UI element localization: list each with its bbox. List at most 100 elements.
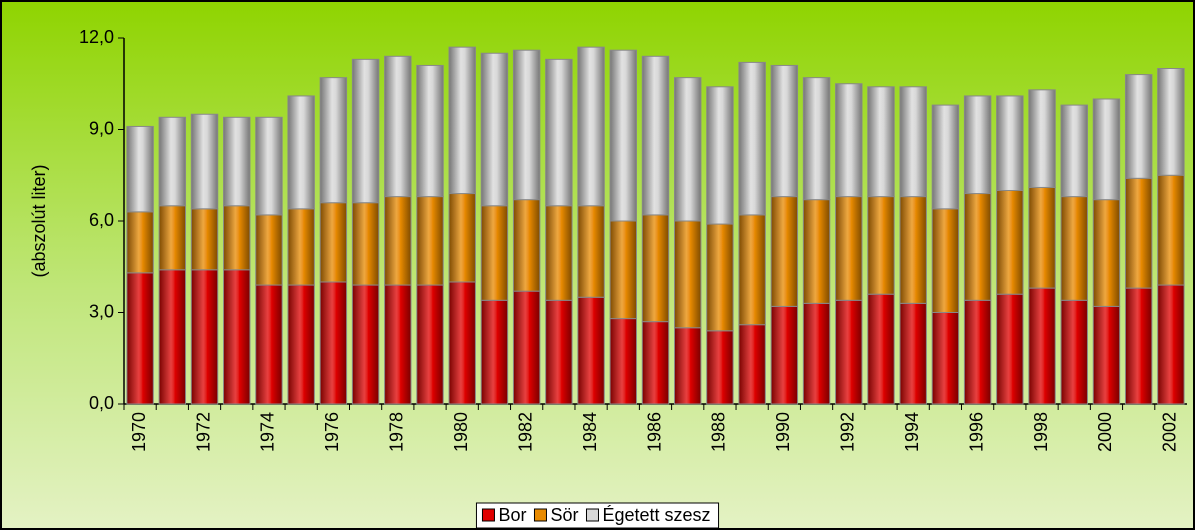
x-tick-label: 2000: [1095, 412, 1115, 452]
x-tick-label: 1978: [387, 412, 407, 452]
bar-segment: [319, 202, 348, 283]
bar-segment: [223, 269, 251, 405]
bar-segment: [963, 193, 992, 301]
bar-segment: [1124, 287, 1153, 405]
bar-segment: [1060, 104, 1088, 198]
legend-swatch: [481, 508, 495, 522]
bar-segment: [674, 220, 702, 329]
bar-segment: [126, 211, 154, 274]
bar-segment: [1092, 305, 1121, 405]
bar-segment: [609, 318, 637, 405]
bar-segment: [480, 205, 509, 301]
bar-segment: [126, 272, 154, 405]
bar-segment: [770, 196, 799, 307]
x-tick-label: 1990: [773, 412, 793, 452]
x-tick-label: 1974: [258, 412, 278, 452]
bar-segment: [609, 220, 637, 320]
bar-segment: [867, 196, 895, 295]
bar-segment: [416, 196, 444, 286]
bar-segment: [1157, 68, 1185, 176]
bar-segment: [996, 190, 1024, 295]
y-axis-label: (abszolút liter): [29, 164, 49, 277]
bar-segment: [931, 208, 960, 313]
x-tick-label: 1994: [902, 412, 922, 452]
bar-segment: [416, 284, 444, 405]
bar-segment: [802, 77, 831, 201]
x-tick-label: 1982: [515, 412, 535, 452]
bar-segment: [899, 302, 927, 405]
bar-segment: [738, 61, 766, 216]
bar-segment: [706, 223, 734, 332]
bar-segment: [577, 205, 605, 298]
bar-segment: [190, 208, 219, 271]
bar-segment: [545, 205, 573, 301]
bar-segment: [802, 199, 831, 304]
legend-swatch: [533, 508, 547, 522]
x-tick-label: 1976: [322, 412, 342, 452]
bar-segment: [1028, 89, 1056, 188]
bar-segment: [738, 324, 766, 405]
bar-segment: [1157, 174, 1185, 286]
bar-segment: [351, 284, 380, 405]
bar-segment: [255, 214, 283, 286]
x-tick-label: 1970: [129, 412, 149, 452]
bar-segment: [1124, 177, 1153, 289]
bar-segment: [448, 193, 476, 283]
bar-segment: [190, 269, 219, 405]
bar-segment: [158, 269, 187, 405]
bar-segment: [641, 55, 670, 216]
bar-segment: [384, 196, 412, 286]
y-tick-label: 0,0: [89, 393, 114, 413]
bar-segment: [835, 196, 863, 301]
y-tick-label: 9,0: [89, 118, 114, 138]
bar-segment: [996, 293, 1024, 405]
bar-segment: [448, 281, 476, 405]
bar-segment: [255, 284, 283, 405]
bar-segment: [384, 284, 412, 405]
bar-segment: [448, 46, 476, 195]
bar-segment: [1157, 284, 1185, 405]
bar-segment: [1028, 287, 1056, 405]
x-tick-label: 1992: [838, 412, 858, 452]
bar-segment: [1028, 186, 1056, 289]
bar-segment: [867, 86, 895, 198]
bar-segment: [706, 86, 734, 225]
bar-segment: [319, 281, 348, 405]
y-tick-label: 3,0: [89, 301, 114, 321]
bar-segment: [1060, 299, 1088, 405]
x-tick-label: 1980: [451, 412, 471, 452]
y-tick-label: 12,0: [79, 27, 114, 47]
bar-segment: [577, 296, 605, 405]
bar-segment: [512, 290, 541, 405]
bar-segment: [512, 49, 541, 201]
bar-segment: [674, 77, 702, 222]
bar-segment: [223, 205, 251, 271]
bar-segment: [480, 52, 509, 207]
bar-segment: [287, 208, 315, 286]
bar-segment: [867, 293, 895, 405]
bar-segment: [1092, 199, 1121, 307]
bar-segment: [802, 302, 831, 405]
bar-segment: [416, 64, 444, 198]
bar-segment: [609, 49, 637, 222]
bar-segment: [963, 299, 992, 405]
bar-segment: [319, 77, 348, 204]
bar-segment: [126, 125, 154, 213]
x-tick-label: 1986: [644, 412, 664, 452]
bar-segment: [1124, 74, 1153, 179]
x-tick-label: 1988: [709, 412, 729, 452]
bar-segment: [512, 199, 541, 292]
bar-segment: [545, 299, 573, 405]
bar-segment: [1092, 98, 1121, 201]
bar-segment: [577, 46, 605, 207]
bar-segment: [158, 116, 187, 207]
bar-segment: [899, 86, 927, 198]
bar-segment: [641, 214, 670, 323]
bar-segment: [545, 58, 573, 207]
bar-segment: [480, 299, 509, 405]
x-tick-label: 2002: [1160, 412, 1180, 452]
bar-segment: [931, 104, 960, 210]
bar-segment: [738, 214, 766, 326]
bar-segment: [835, 299, 863, 405]
